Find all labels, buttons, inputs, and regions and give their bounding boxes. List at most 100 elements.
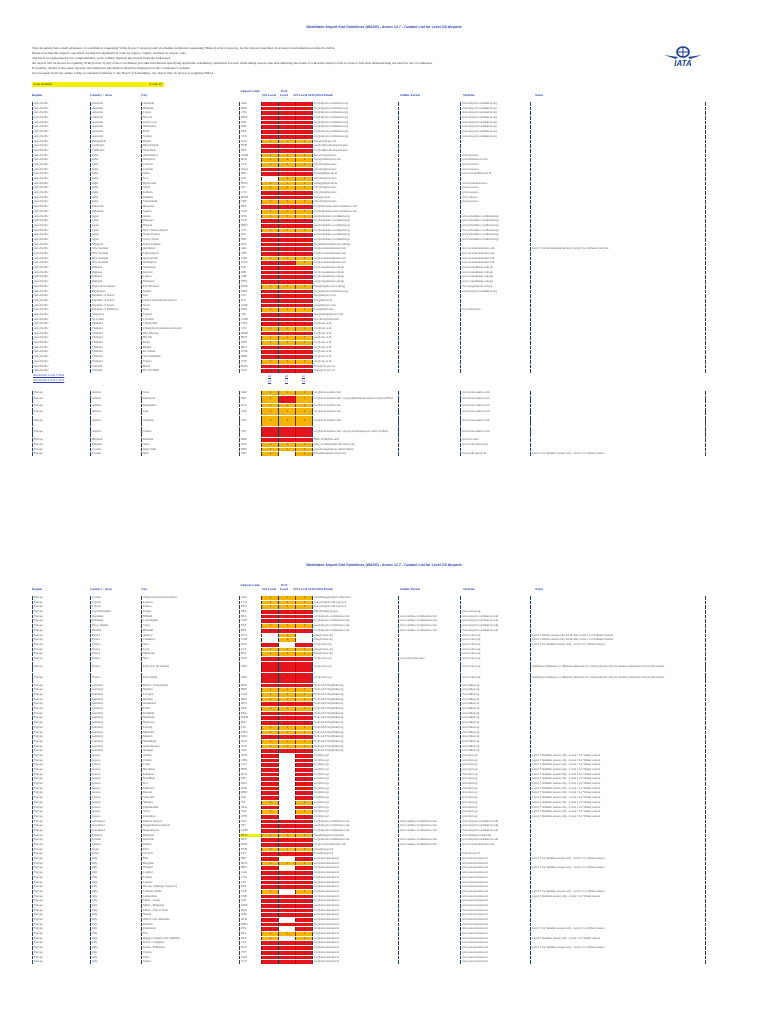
website-cell[interactable]: www.slots-austria.com xyxy=(460,408,530,416)
website-cell[interactable]: www.assoclearance.it xyxy=(460,903,530,908)
email-cell[interactable]: sch.slots@aai.aero xyxy=(312,191,398,195)
email-cell[interactable]: scr@assoclearance.it xyxy=(312,941,398,946)
website-cell[interactable]: www.bialairport.com xyxy=(460,158,530,162)
website-cell[interactable]: www.caapakistan.com.pk xyxy=(460,266,530,270)
website-cell[interactable]: www.split-airport.hr xyxy=(460,452,530,456)
email-cell[interactable]: slot@airport.co.kr xyxy=(312,294,398,298)
online-portal-cell[interactable]: www.online-coordination.com xyxy=(398,828,460,833)
email-cell[interactable]: scr@hsca.gr xyxy=(312,753,398,758)
online-portal-cell[interactable]: www.online-coordination.com xyxy=(398,628,460,633)
email-cell[interactable]: PRGSCR@prg.aero xyxy=(312,610,398,614)
website-cell[interactable]: www.hsca.gr xyxy=(460,758,530,763)
website-cell[interactable]: www.hsca.gr xyxy=(460,796,530,800)
email-cell[interactable]: scr@assoclearance.it xyxy=(312,908,398,913)
email-cell[interactable]: sch.slots@aai.aero xyxy=(312,200,398,205)
website-cell[interactable]: www.fhkd.org xyxy=(460,735,530,739)
email-cell[interactable]: SCR-ALT-SZ@fhkd.org xyxy=(312,721,398,725)
email-cell[interactable]: SCR-ALT-SZ@fhkd.org xyxy=(312,693,398,697)
email-cell[interactable]: BRU.SCR@bsc.aero xyxy=(312,438,398,442)
website-cell[interactable]: www.aai.aero xyxy=(460,162,530,167)
website-cell[interactable]: www.assoclearance.it xyxy=(460,936,530,941)
email-cell[interactable]: scr@hsca.gr xyxy=(312,791,398,796)
website-cell[interactable]: www.assoclearance.it xyxy=(460,922,530,927)
website-cell[interactable]: www.assoclearance.it xyxy=(460,946,530,950)
website-cell[interactable]: www.hsca.gr xyxy=(460,782,530,786)
online-portal-cell[interactable]: www.airportnet.aero xyxy=(398,656,460,661)
website-cell[interactable]: www.fhkd.org xyxy=(460,688,530,692)
website-cell[interactable]: www.hsca.gr xyxy=(460,800,530,805)
website-cell[interactable]: www.schedule-coordination.jp xyxy=(460,228,530,233)
email-cell[interactable]: scr@caat.or.th xyxy=(312,345,398,350)
email-cell[interactable]: scr@cohor.org xyxy=(312,661,398,672)
website-cell[interactable]: www.slots-austria.com xyxy=(460,416,530,427)
website-cell[interactable]: www.pngairports.com.pg xyxy=(460,284,530,289)
email-cell[interactable]: scr@airportcoordination.org xyxy=(312,125,398,130)
email-cell[interactable]: sch.slots@aai.aero xyxy=(312,186,398,191)
website-cell[interactable]: www.hsca.gr xyxy=(460,805,530,810)
email-cell[interactable]: scr@airportcoordination.com xyxy=(312,614,398,619)
website-cell[interactable]: www.airportcoordination.org xyxy=(460,125,530,130)
email-cell[interactable]: SCR-ALT-SZ@fhkd.org xyxy=(312,716,398,721)
email-cell[interactable]: SCR-ALT-SZ@fhkd.org xyxy=(312,725,398,730)
email-cell[interactable]: scr@caat.or.th xyxy=(312,327,398,331)
email-cell[interactable]: slots@caa.gov.vn xyxy=(312,364,398,369)
website-cell[interactable]: www.slots-austria.com xyxy=(460,403,530,408)
website-cell[interactable]: www.cohor.org xyxy=(460,656,530,661)
email-cell[interactable]: scr@assoclearance.it xyxy=(312,950,398,955)
email-cell[interactable]: scr@schedule-coordination.jp xyxy=(312,228,398,233)
website-cell[interactable]: www.assoclearance.it xyxy=(460,960,530,964)
website-cell[interactable]: www.cohor.org xyxy=(460,642,530,647)
website-cell[interactable]: www.assoclearance.it xyxy=(460,861,530,866)
email-cell[interactable]: schedules@split-airport.hr xyxy=(312,452,398,456)
email-cell[interactable]: slot@changiairport.com xyxy=(312,312,398,317)
website-cell[interactable]: www.cohor.org xyxy=(460,661,530,672)
email-cell[interactable]: sch.slots@aai.aero xyxy=(312,167,398,172)
website-cell[interactable]: www.hsca.gr xyxy=(460,810,530,814)
website-cell[interactable]: www.schedule-coordination.jp xyxy=(460,214,530,219)
website-cell[interactable]: www.caapakistan.com.pk xyxy=(460,280,530,284)
website-cell[interactable]: www.slots-austria.com xyxy=(460,395,530,403)
email-cell[interactable]: scr@slots-austria.com / ira.gac@viennaai… xyxy=(312,427,398,438)
website-cell[interactable]: www.caapakistan.com.pk xyxy=(460,270,530,275)
email-cell[interactable]: scr@assoclearance.it xyxy=(312,899,398,903)
website-cell[interactable]: www.hsca.gr xyxy=(460,753,530,758)
website-cell[interactable]: www.fhkd.org xyxy=(460,683,530,688)
website-cell[interactable]: www.airportcoordination.com xyxy=(460,838,530,842)
website-cell[interactable]: www.assoclearance.it xyxy=(460,899,530,903)
email-cell[interactable]: scr@airportcoordination.org xyxy=(312,106,398,111)
email-cell[interactable]: scr@airportcoordination.org xyxy=(312,130,398,134)
email-cell[interactable]: scr@indonesia-slotcoordinator.com xyxy=(312,205,398,209)
email-cell[interactable]: slots.dca@dca.mcw.gov.cy xyxy=(312,600,398,605)
website-cell[interactable]: www.assoclearance.it xyxy=(460,950,530,955)
email-cell[interactable]: scr@hsca.gr xyxy=(312,772,398,777)
online-portal-cell[interactable]: www.online-coordination.com xyxy=(398,619,460,624)
website-cell[interactable]: www.hsca.gr xyxy=(460,791,530,796)
website-cell[interactable]: www.fhkd.org xyxy=(460,744,530,749)
website-cell[interactable]: www.assoclearance.it xyxy=(460,885,530,889)
email-cell[interactable]: slot.alloc@airport.lk xyxy=(312,317,398,322)
website-cell[interactable]: www.fhkd.org xyxy=(460,730,530,735)
email-cell[interactable]: scr@assoclearance.it xyxy=(312,955,398,960)
email-cell[interactable]: scr@caat.or.th xyxy=(312,341,398,345)
website-cell[interactable]: www.airportcoordination.com xyxy=(460,624,530,628)
online-portal-cell[interactable]: www.online-coordination.com xyxy=(398,614,460,619)
website-cell[interactable]: www.assoclearance.it xyxy=(460,932,530,936)
website-cell[interactable]: www.airportcoordination.com xyxy=(460,824,530,828)
email-cell[interactable]: scr@aci.international.com xyxy=(312,843,398,847)
email-cell[interactable]: sma@cohor.org xyxy=(312,652,398,656)
email-cell[interactable]: scr@airportcoordination.org xyxy=(312,120,398,125)
email-cell[interactable]: scr@hsca.gr xyxy=(312,796,398,800)
website-cell[interactable]: www.assoclearance.it xyxy=(460,866,530,871)
email-cell[interactable]: scheduling@zagreb-airport.hr xyxy=(312,596,398,600)
email-cell[interactable]: scr@cohor.org xyxy=(312,656,398,661)
website-cell[interactable]: www.assoclearance.it xyxy=(460,889,530,894)
email-cell[interactable]: scr@hsca.gr xyxy=(312,814,398,819)
email-cell[interactable]: sma@caab.gov.bd xyxy=(312,139,398,144)
website-cell[interactable]: www.hsca.gr xyxy=(460,772,530,777)
website-cell[interactable]: www.assoclearance.it xyxy=(460,875,530,880)
email-cell[interactable]: scr@caat.or.th xyxy=(312,355,398,359)
email-cell[interactable]: scr@assoclearance.it xyxy=(312,922,398,927)
website-cell[interactable]: www.aci.international.com xyxy=(460,247,530,251)
email-cell[interactable]: scr@aci.international.com xyxy=(312,252,398,256)
email-cell[interactable]: scr@airportcoordination.org xyxy=(312,289,398,294)
